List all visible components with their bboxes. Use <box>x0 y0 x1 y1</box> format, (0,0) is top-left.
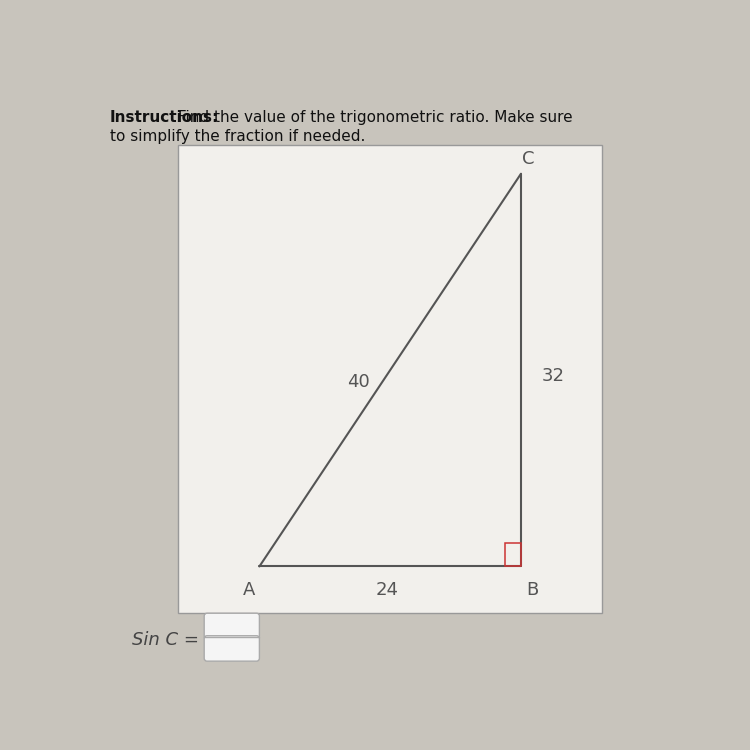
Text: Instructions:: Instructions: <box>110 110 219 125</box>
Bar <box>178 145 602 613</box>
Text: 40: 40 <box>346 373 370 391</box>
FancyBboxPatch shape <box>204 614 260 639</box>
Text: 32: 32 <box>542 367 565 385</box>
Text: Find the value of the trigonometric ratio. Make sure: Find the value of the trigonometric rati… <box>172 110 572 125</box>
Text: C: C <box>522 150 535 168</box>
Text: Sin C =: Sin C = <box>131 631 199 649</box>
Text: 24: 24 <box>376 580 399 598</box>
Bar <box>505 543 521 566</box>
Text: to simplify the fraction if needed.: to simplify the fraction if needed. <box>110 129 365 144</box>
Text: B: B <box>526 580 538 598</box>
FancyBboxPatch shape <box>204 636 260 662</box>
Text: A: A <box>243 580 256 598</box>
